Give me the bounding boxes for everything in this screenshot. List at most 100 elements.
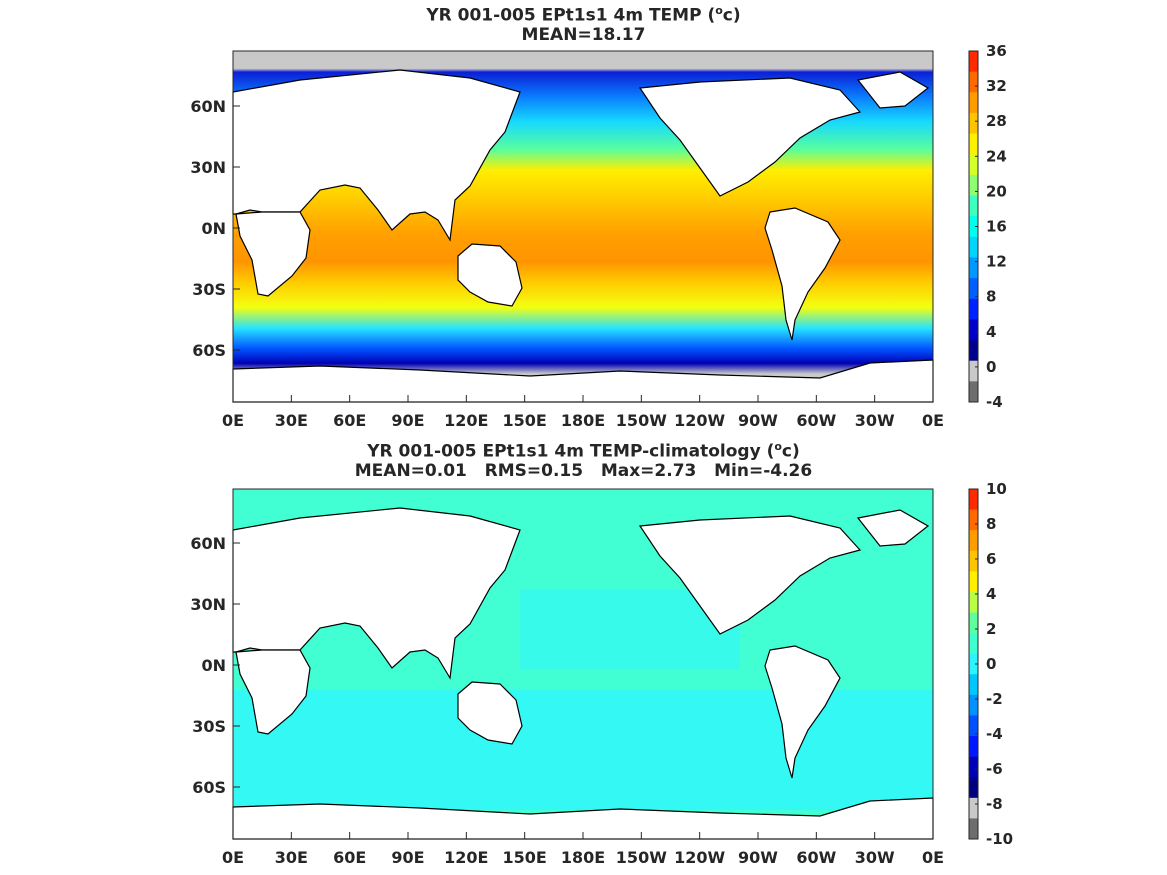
lon-tick-label: 30E bbox=[275, 411, 308, 430]
land-greenland bbox=[856, 509, 930, 547]
lat-tick-label: 60N bbox=[190, 534, 226, 553]
colorbar-tick-label: 4 bbox=[986, 585, 996, 603]
lon-tick-label: 150W bbox=[616, 848, 667, 867]
colorbar-segment bbox=[969, 818, 978, 840]
colorbar-tick-label: 10 bbox=[986, 480, 1007, 498]
colorbar-tick-label: -4 bbox=[986, 725, 1003, 743]
colorbar-segment bbox=[969, 489, 978, 511]
colorbar-tick-label: 6 bbox=[986, 550, 996, 568]
lat-tick-label: 30N bbox=[190, 595, 226, 614]
colorbar-segment bbox=[969, 591, 978, 614]
lon-tick-label: 30E bbox=[275, 848, 308, 867]
lat-tick-label: 30S bbox=[192, 280, 226, 299]
colorbar-segment bbox=[969, 381, 978, 403]
colorbar-segment bbox=[969, 112, 978, 135]
colorbar-tick-label: 0 bbox=[986, 655, 996, 673]
colorbar-tick-label: -2 bbox=[986, 690, 1003, 708]
colorbar-tick-label: -8 bbox=[986, 795, 1003, 813]
lon-tick-label: 0E bbox=[222, 411, 244, 430]
land-greenland bbox=[856, 71, 930, 109]
colorbar-tick-label: 24 bbox=[986, 147, 1007, 165]
colorbar-segment bbox=[969, 195, 978, 217]
top-map-panel bbox=[232, 50, 934, 403]
colorbar-segment bbox=[969, 133, 978, 155]
lat-tick-label: 0N bbox=[201, 219, 226, 238]
colorbar-tick-label: 0 bbox=[986, 358, 996, 376]
colorbar-tick-label: 2 bbox=[986, 620, 996, 638]
lon-tick-label: 90E bbox=[391, 848, 424, 867]
colorbar-tick-label: -4 bbox=[986, 393, 1003, 411]
bottom-map-land-masses bbox=[232, 507, 934, 840]
colorbar-segment bbox=[969, 319, 978, 341]
colorbar-segment bbox=[969, 174, 978, 197]
colorbar-segment bbox=[969, 777, 978, 799]
colorbar-segment bbox=[969, 278, 978, 300]
lat-tick-label: 0N bbox=[201, 656, 226, 675]
colorbar-segment bbox=[969, 216, 978, 238]
lon-tick-label: 120W bbox=[674, 848, 725, 867]
land-africa-south bbox=[235, 649, 311, 735]
colorbar-tick-label: -10 bbox=[986, 830, 1013, 848]
colorbar-segment bbox=[969, 530, 978, 552]
lon-tick-label: 150E bbox=[503, 848, 547, 867]
lon-tick-label: 60E bbox=[333, 848, 366, 867]
colorbar-segment bbox=[969, 571, 978, 593]
lon-tick-label: 0E bbox=[222, 848, 244, 867]
colorbar-tick-label: 16 bbox=[986, 218, 1007, 236]
colorbar-segment bbox=[969, 154, 978, 176]
colorbar-segment bbox=[969, 257, 978, 279]
lat-tick-label: 30N bbox=[190, 158, 226, 177]
lon-tick-label: 150W bbox=[616, 411, 667, 430]
lon-tick-label: 60W bbox=[796, 848, 836, 867]
colorbar-tick-label: 20 bbox=[986, 182, 1007, 200]
top-panel-title-line2: MEAN=18.17 bbox=[521, 25, 646, 45]
lat-tick-label: 60N bbox=[190, 97, 226, 116]
lon-tick-label: 0E bbox=[922, 411, 944, 430]
lon-tick-label: 120E bbox=[444, 848, 488, 867]
land-australia bbox=[457, 681, 523, 745]
colorbar-segment bbox=[969, 550, 978, 572]
colorbar-segment bbox=[969, 360, 978, 382]
colorbar-segment bbox=[969, 736, 978, 758]
colorbar-segment bbox=[969, 612, 978, 634]
colorbar-tick-label: 8 bbox=[986, 288, 996, 306]
land-south-america bbox=[764, 207, 841, 341]
top-map-land-masses bbox=[232, 69, 934, 403]
colorbar-segment bbox=[969, 633, 978, 655]
lon-tick-label: 60W bbox=[796, 411, 836, 430]
bottom-panel-title-line1: YR 001-005 EPt1s1 4m TEMP-climatology (o… bbox=[367, 440, 800, 462]
land-australia bbox=[457, 243, 523, 307]
lat-tick-label: 60S bbox=[192, 341, 226, 360]
colorbar-tick-label: 12 bbox=[986, 253, 1007, 271]
bottom-map-panel bbox=[232, 488, 934, 840]
lon-tick-label: 30W bbox=[855, 411, 895, 430]
lon-tick-label: 180E bbox=[561, 411, 605, 430]
colorbar-tick-label: 4 bbox=[986, 323, 996, 341]
colorbar-segment bbox=[969, 674, 978, 696]
colorbar-segment bbox=[969, 71, 978, 93]
top-panel-title-line1: YR 001-005 EPt1s1 4m TEMP (oc) bbox=[426, 4, 741, 26]
lon-tick-label: 120E bbox=[444, 411, 488, 430]
colorbar-segment bbox=[969, 298, 978, 320]
land-north-america bbox=[638, 515, 862, 635]
lon-tick-label: 90E bbox=[391, 411, 424, 430]
colorbar-tick-label: 8 bbox=[986, 515, 996, 533]
lon-tick-label: 30W bbox=[855, 848, 895, 867]
land-north-america bbox=[638, 77, 862, 197]
colorbar-segment bbox=[969, 653, 978, 675]
land-south-america bbox=[764, 645, 841, 779]
colorbar-segment bbox=[969, 51, 978, 73]
colorbar-segment bbox=[969, 797, 978, 819]
lon-tick-label: 180E bbox=[561, 848, 605, 867]
colorbar-segment bbox=[969, 509, 978, 531]
colorbar-segment bbox=[969, 92, 978, 114]
colorbar-segment bbox=[969, 756, 978, 778]
lon-tick-label: 120W bbox=[674, 411, 725, 430]
colorbar-segment bbox=[969, 715, 978, 737]
bottom-panel-title-line2: MEAN=0.01 RMS=0.15 Max=2.73 Min=-4.26 bbox=[354, 461, 813, 481]
colorbar-segment bbox=[969, 236, 978, 258]
colorbar-tick-label: 32 bbox=[986, 77, 1007, 95]
lon-tick-label: 90W bbox=[738, 411, 778, 430]
bottom-map-negative-patch-south bbox=[233, 690, 933, 810]
